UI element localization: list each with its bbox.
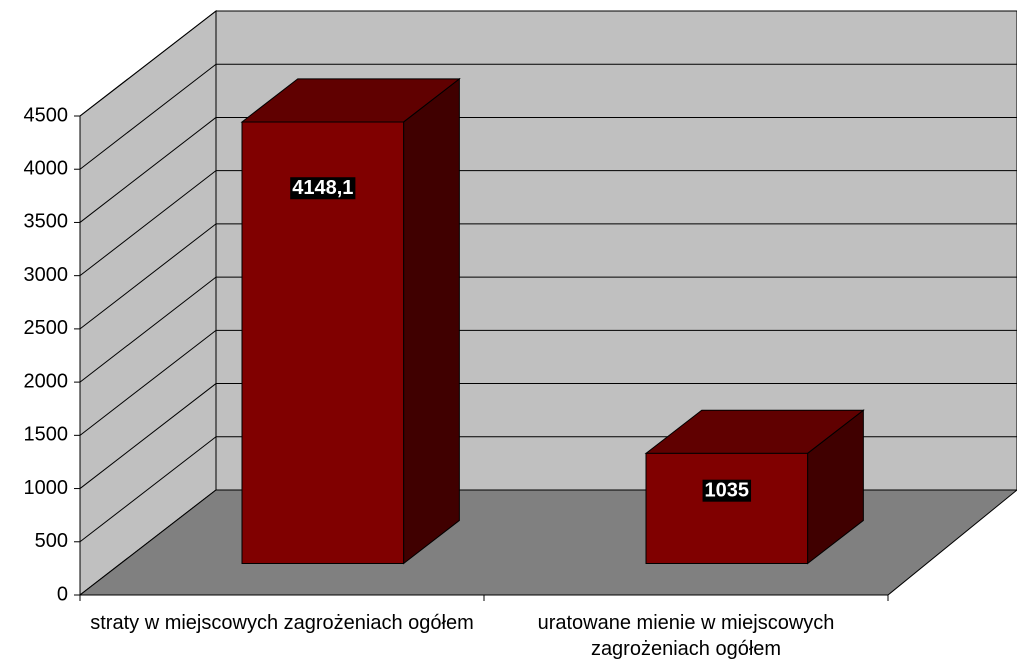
value-label-bg xyxy=(702,479,752,502)
grid-line xyxy=(79,63,217,170)
grid-line xyxy=(79,329,217,436)
y-tick-label: 1500 xyxy=(24,424,69,446)
bar-side xyxy=(403,77,460,565)
grid-line xyxy=(79,436,217,543)
bar-front xyxy=(645,452,809,564)
y-tick-label: 0 xyxy=(57,583,68,605)
value-label-bg xyxy=(290,177,356,200)
y-tick-label: 3000 xyxy=(24,264,69,286)
y-tick-label: 1000 xyxy=(24,477,69,499)
grid-line xyxy=(79,10,217,117)
bar xyxy=(644,409,865,565)
y-tick-label: 2000 xyxy=(24,370,69,392)
value-label: 4148,1 xyxy=(292,177,353,199)
grid-line xyxy=(79,170,217,277)
value-label: 1035 xyxy=(705,480,750,502)
grid-line xyxy=(79,383,217,489)
bar xyxy=(240,77,461,565)
y-tick-label: 2500 xyxy=(24,317,69,339)
x-tick-label: uratowane mienie w miejscowych zagrożeni… xyxy=(537,612,835,660)
y-tick-label: 4500 xyxy=(24,104,69,126)
y-tick-label: 3500 xyxy=(24,211,69,233)
y-tick-label: 4000 xyxy=(24,158,69,180)
grid-line xyxy=(79,223,217,330)
bar-front xyxy=(241,121,405,564)
x-tick-label: straty w miejscowych zagrożeniach ogółem xyxy=(90,612,474,634)
grid-line xyxy=(79,117,217,223)
y-tick-label: 500 xyxy=(35,530,68,552)
floor xyxy=(78,489,1017,596)
grid-line xyxy=(79,276,217,383)
